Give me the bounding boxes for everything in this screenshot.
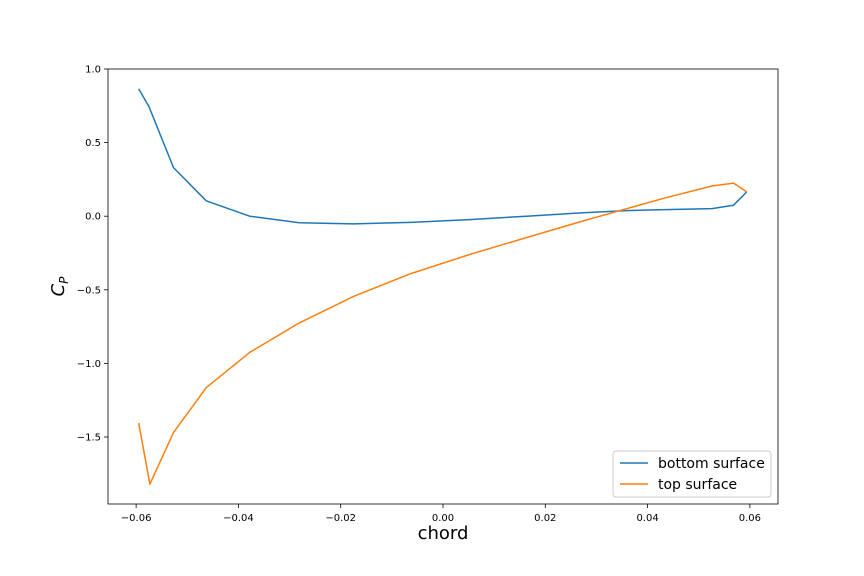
x-tick-label: −0.04 — [223, 513, 254, 524]
y-tick-label: −1.0 — [77, 359, 101, 370]
y-axis-label-subscript: P — [57, 276, 71, 284]
x-tick-label: 0.06 — [739, 513, 761, 524]
y-tick-label: 0.0 — [85, 212, 101, 223]
series-line-bottom-surface — [138, 88, 748, 225]
plot-area-frame — [107, 68, 779, 505]
y-tick-label: −0.5 — [77, 285, 101, 296]
x-axis-label: chord — [418, 523, 469, 544]
x-tick-label: −0.06 — [121, 513, 152, 524]
legend-label-top-surface: top surface — [658, 477, 737, 493]
axis-ticks: −0.06 −0.04 −0.02 0.00 0.02 0.04 0.06 1.0 0.5 0.0… — [77, 65, 761, 525]
legend-label-bottom-surface: bottom surface — [658, 456, 765, 472]
y-tick-label: 1.0 — [85, 65, 101, 76]
y-tick-label: 0.5 — [85, 138, 101, 149]
x-tick-label: 0.04 — [636, 513, 658, 524]
legend: bottom surface top surface — [612, 450, 772, 498]
x-tick-label: −0.02 — [325, 513, 356, 524]
y-axis-label-main: C — [48, 283, 69, 296]
y-tick-label: −1.5 — [77, 433, 101, 444]
x-tick-label: 0.02 — [534, 513, 556, 524]
y-axis-label: CP — [48, 276, 71, 297]
legend-box — [612, 450, 772, 498]
series-line-top-surface — [137, 182, 748, 485]
x-tick-label: 0.00 — [432, 513, 454, 524]
series-lines — [137, 88, 748, 485]
